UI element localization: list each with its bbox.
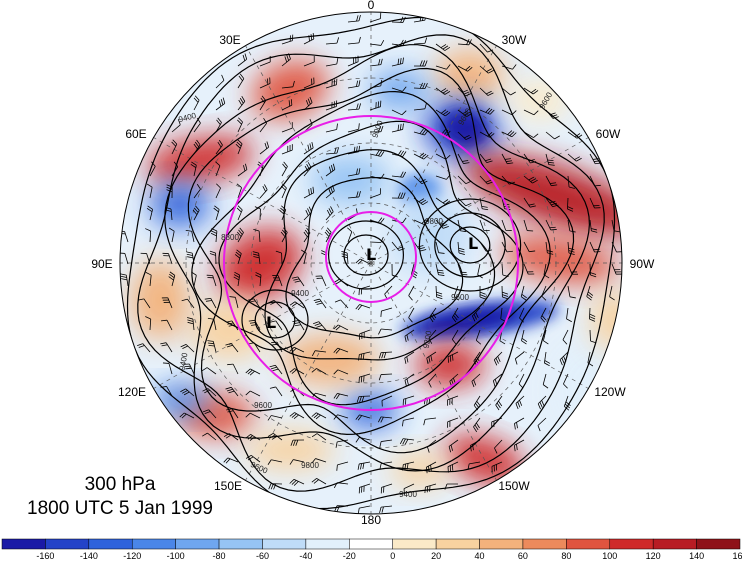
colorbar-swatch <box>479 538 524 550</box>
low-marker: L <box>468 234 478 253</box>
colorbar-label: 60 <box>518 551 528 561</box>
lon-label-0: 0 <box>368 0 375 12</box>
lon-label-30e: 30E <box>219 33 240 47</box>
lon-label-60w: 60W <box>596 127 621 141</box>
colorbar-swatch <box>218 538 263 550</box>
colorbar-label: -120 <box>123 551 141 561</box>
colorbar: -160 -140 -120 -100 -80 -60 -40 -20 0 20 40 60 80 100… <box>1 538 742 561</box>
colorbar-swatch <box>609 538 654 550</box>
lon-label-60e: 60E <box>125 127 146 141</box>
contour-label: 9800 <box>425 217 443 226</box>
colorbar-swatch <box>566 538 611 550</box>
contour-label: 9800 <box>301 461 319 470</box>
contour-label: 8800 <box>221 233 239 242</box>
colorbar-swatch <box>349 538 393 550</box>
colorbar-swatch <box>175 538 220 550</box>
colorbar-label: 80 <box>561 551 571 561</box>
colorbar-label: 0 <box>390 551 395 561</box>
valid-time-label: 1800 UTC 5 Jan 1999 <box>27 498 213 519</box>
colorbar-swatch <box>392 538 437 550</box>
map-border <box>119 11 623 515</box>
lon-label-90w: 90W <box>630 257 655 271</box>
lon-label-150w: 150W <box>498 479 530 493</box>
contour-label: 9200 <box>422 329 434 349</box>
colorbar-label: -100 <box>167 551 185 561</box>
contour-label: 9600 <box>451 293 469 302</box>
lon-label-180: 180 <box>361 513 381 527</box>
contour-label: 9400 <box>178 351 190 371</box>
colorbar-swatch <box>696 538 741 550</box>
colorbar-label: -160 <box>36 551 54 561</box>
colorbar-label: -40 <box>299 551 312 561</box>
lon-label-150e: 150E <box>214 479 242 493</box>
colorbar-swatch <box>522 538 567 550</box>
contour-label: 9400 <box>399 490 417 499</box>
outer-ring <box>223 115 519 411</box>
lon-label-30w: 30W <box>502 33 527 47</box>
contour-label: 9600 <box>254 401 272 410</box>
colorbar-swatch <box>45 538 90 550</box>
colorbar-label: -140 <box>80 551 98 561</box>
colorbar-swatch <box>88 538 133 550</box>
lon-label-120e: 120E <box>118 385 146 399</box>
colorbar-label: -60 <box>256 551 269 561</box>
contour-label: 9400 <box>291 289 309 298</box>
colorbar-swatch <box>435 538 480 550</box>
colorbar-swatch <box>131 538 176 550</box>
low-marker: L <box>366 245 376 264</box>
colorbar-label: 120 <box>646 551 661 561</box>
colorbar-swatch <box>305 538 350 550</box>
map-disc <box>120 12 622 514</box>
colorbar-swatch <box>652 538 697 550</box>
lon-label-90e: 90E <box>91 257 112 271</box>
colorbar-label: 20 <box>431 551 441 561</box>
colorbar-label: 40 <box>475 551 485 561</box>
low-marker: L <box>266 313 276 332</box>
wind-barbs <box>120 12 622 514</box>
colorbar-swatch <box>1 538 46 550</box>
colorbar-label: 140 <box>689 551 704 561</box>
colorbar-label: 160 <box>732 551 742 561</box>
pressure-level-label: 300 hPa <box>84 474 156 495</box>
colorbar-swatch <box>262 538 307 550</box>
colorbar-label: -20 <box>343 551 356 561</box>
inner-ring <box>325 211 417 303</box>
lon-label-120w: 120W <box>594 385 626 399</box>
colorbar-label: 100 <box>602 551 617 561</box>
colorbar-label: -80 <box>213 551 226 561</box>
